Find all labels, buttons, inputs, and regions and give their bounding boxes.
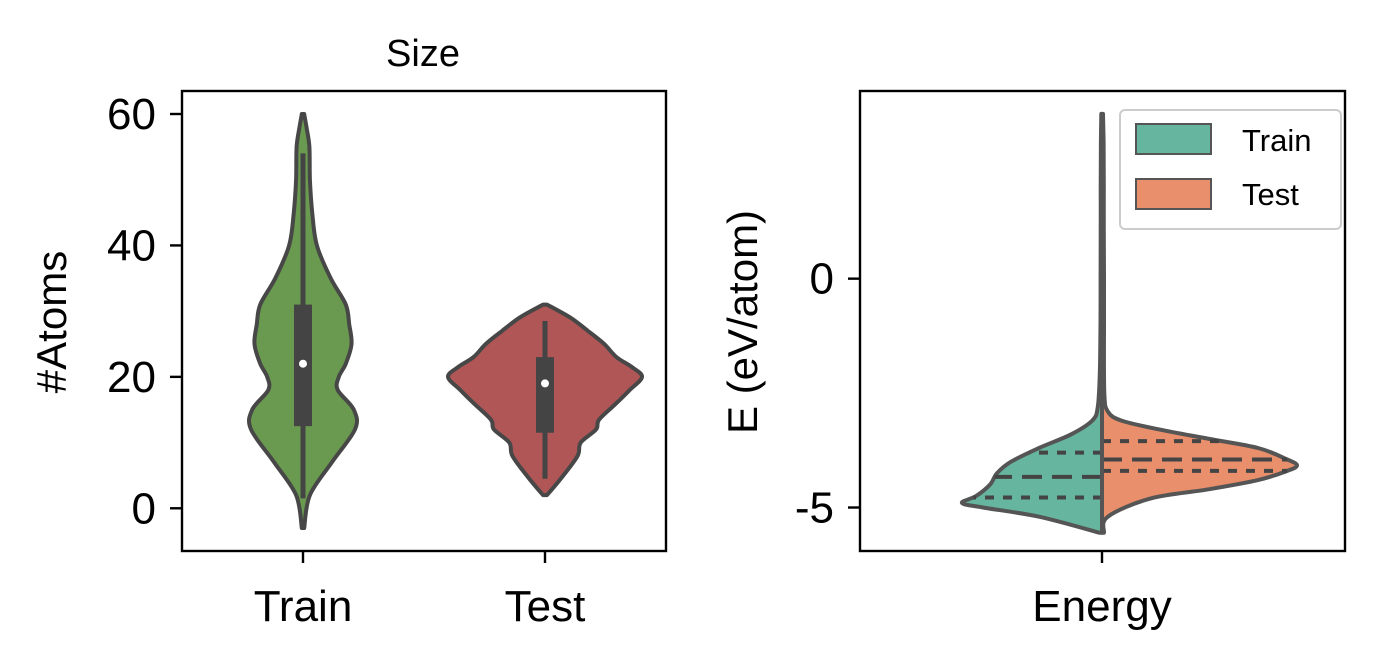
median-dot-test: [541, 379, 549, 388]
legend-label-train: Train: [1242, 123, 1311, 158]
size-title: Size: [386, 33, 460, 75]
size-plot-frame: [180, 89, 668, 553]
y-tick-label: 0: [810, 255, 834, 304]
size-x-ticks: Train Test: [254, 551, 586, 631]
legend-swatch-train: [1135, 123, 1212, 155]
x-tick-label-energy: Energy: [1032, 582, 1171, 631]
y-tick-label: 40: [107, 221, 156, 270]
energy-violin-panel: E (eV/atom) -5 0 Energy Train Test: [719, 89, 1347, 631]
legend-label-test: Test: [1242, 177, 1299, 212]
energy-violins: [959, 111, 1299, 535]
y-tick-label: -5: [795, 484, 834, 533]
y-tick-label: 60: [107, 90, 156, 139]
size-violins: [246, 112, 644, 530]
energy-axis-label: E (eV/atom): [719, 210, 766, 434]
y-tick-label: 20: [107, 353, 156, 402]
size-y-ticks: 0 20 40 60: [107, 90, 182, 533]
iqr-box-test: [536, 357, 554, 433]
x-tick-label-test: Test: [505, 582, 586, 631]
energy-x-ticks: Energy: [1032, 551, 1172, 631]
atoms-axis-label: #Atoms: [28, 251, 75, 393]
size-violin-panel: Size #Atoms 0 20 40 60 Train Test: [28, 33, 668, 631]
legend-swatch-test: [1135, 178, 1212, 210]
energy-legend: Train Test: [1119, 109, 1342, 230]
y-tick-label: 0: [132, 484, 156, 533]
median-dot-train: [299, 359, 307, 368]
violin-half-train: [959, 111, 1104, 535]
energy-y-ticks: -5 0: [795, 255, 860, 533]
x-tick-label-train: Train: [254, 582, 353, 631]
